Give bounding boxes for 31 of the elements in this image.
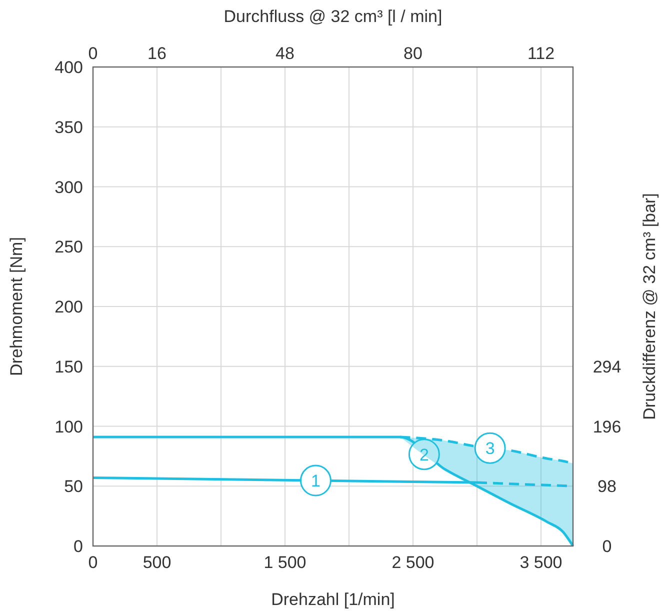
line-series <box>92 436 574 548</box>
y-tick-label: 0 <box>74 537 83 556</box>
x2-tick-label: 112 <box>527 44 555 63</box>
x-tick-label: 3 500 <box>520 553 562 572</box>
y2-tick-label: 98 <box>598 477 616 496</box>
y-tick-label: 150 <box>54 357 83 376</box>
y-tick-label: 400 <box>54 58 83 77</box>
y2-tick-label: 294 <box>592 357 622 376</box>
x-tick-label: 0 <box>88 553 98 572</box>
x2-tick-label: 80 <box>404 44 422 63</box>
y-tick-label: 350 <box>54 118 83 137</box>
x2-tick-label: 16 <box>148 44 166 63</box>
x-tick-label: 500 <box>142 553 172 572</box>
series-label: 2 <box>419 445 429 464</box>
series-label: 1 <box>310 472 320 491</box>
x2-tick-label: 48 <box>276 44 294 63</box>
x-tick-label: 2 500 <box>392 553 434 572</box>
x-axis-title: Drehzahl [1/min] <box>271 590 395 609</box>
y-tick-label: 100 <box>54 417 83 436</box>
x-tick-label: 1 500 <box>264 553 306 572</box>
y-tick-label: 300 <box>54 178 83 197</box>
x2-tick-label: 0 <box>88 44 98 63</box>
y2-tick-label: 0 <box>602 537 612 556</box>
x2-axis-title: Durchfluss @ 32 cm³ [l / min] <box>224 7 442 26</box>
y2-tick-label: 196 <box>592 417 622 436</box>
y-tick-label: 250 <box>54 238 83 257</box>
y-tick-label: 50 <box>64 477 83 496</box>
series-label: 3 <box>485 439 495 458</box>
y-axis-title: Drehmoment [Nm] <box>7 237 26 376</box>
y2-axis-title: Druckdifferenz @ 32 cm³ [bar] <box>640 193 659 420</box>
y-tick-label: 200 <box>54 298 83 316</box>
